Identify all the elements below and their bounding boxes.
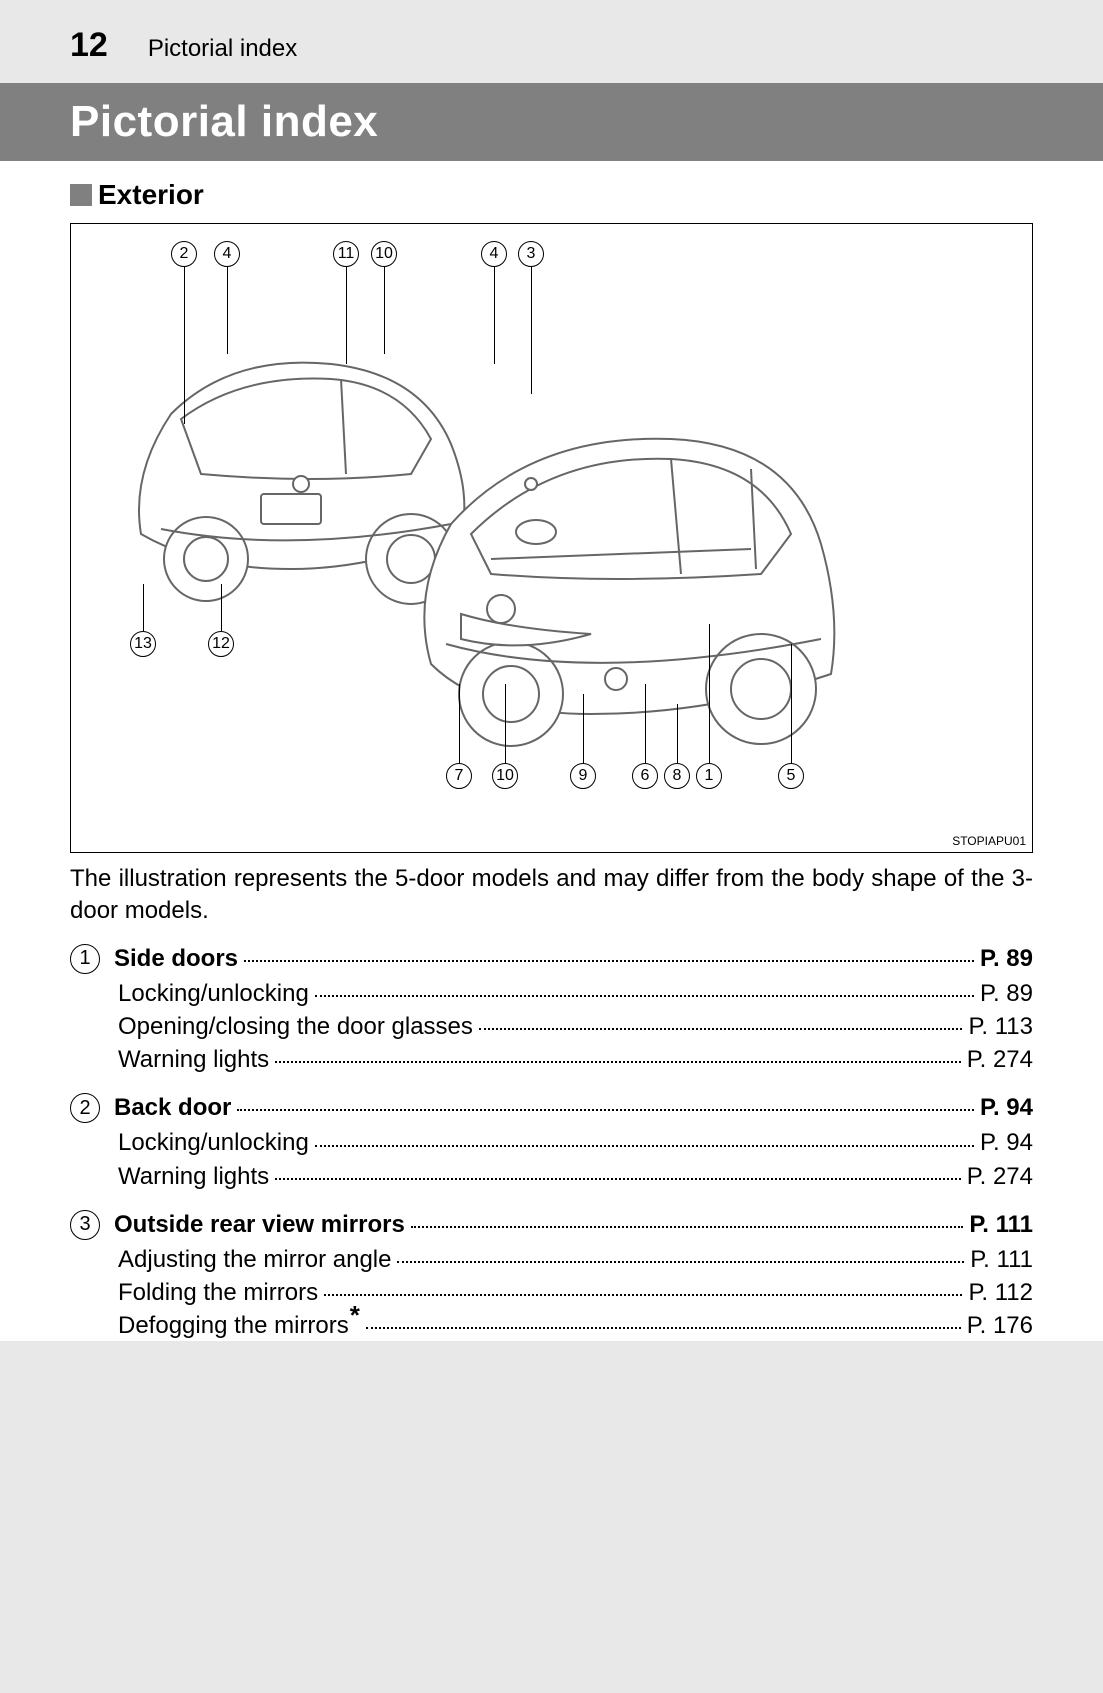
section-heading: Exterior bbox=[70, 179, 1033, 211]
index-subitem-label: Locking/unlocking bbox=[118, 1127, 309, 1158]
index-subitem-label: Adjusting the mirror angle bbox=[118, 1244, 391, 1275]
running-title: Pictorial index bbox=[148, 35, 297, 63]
index-item-title: Outside rear view mirrors bbox=[114, 1211, 405, 1239]
index-subitem-label: Locking/unlocking bbox=[118, 978, 309, 1009]
callout-leader bbox=[221, 584, 222, 631]
callout-leader bbox=[384, 267, 385, 354]
figure-caption: The illustration represents the 5-door m… bbox=[70, 863, 1033, 928]
callout-circle: 4 bbox=[214, 241, 240, 267]
leader-dots bbox=[315, 1145, 974, 1147]
index-item-title: Back door bbox=[114, 1094, 231, 1122]
index-subitem-label: Warning lights bbox=[118, 1161, 269, 1192]
callout-leader bbox=[791, 644, 792, 763]
callout-leader bbox=[143, 584, 144, 631]
index-item-title: Side doors bbox=[114, 945, 238, 973]
chapter-title-bar: Pictorial index bbox=[0, 83, 1103, 161]
section-label: Exterior bbox=[98, 179, 204, 211]
index-subitem: Opening/closing the door glasses P. 113 bbox=[118, 1011, 1033, 1042]
leader-dots bbox=[411, 1226, 964, 1228]
leader-dots bbox=[237, 1109, 974, 1111]
index-item: 3Outside rear view mirrorsP. 111Adjustin… bbox=[70, 1210, 1033, 1342]
callout-leader bbox=[505, 684, 506, 763]
index-subitem-page: P. 111 bbox=[970, 1244, 1033, 1275]
callout-leader bbox=[709, 624, 710, 763]
index-subitem-page: P. 94 bbox=[980, 1127, 1033, 1158]
index-subitem: Warning lights P. 274 bbox=[118, 1161, 1033, 1192]
callout-leader bbox=[459, 684, 460, 763]
index-number-circle: 2 bbox=[70, 1093, 100, 1123]
index-subitem-page: P. 113 bbox=[968, 1011, 1033, 1042]
callout-leader bbox=[583, 694, 584, 763]
index-subitem: Adjusting the mirror angle P. 111 bbox=[118, 1244, 1033, 1275]
index-item-page: P. 111 bbox=[969, 1211, 1033, 1239]
callout-leader bbox=[494, 267, 495, 364]
index-subitem: Locking/unlocking P. 89 bbox=[118, 978, 1033, 1009]
callout-circle: 10 bbox=[492, 763, 518, 789]
callout-circle: 13 bbox=[130, 631, 156, 657]
square-bullet-icon bbox=[70, 184, 92, 206]
index-list: 1Side doorsP. 89Locking/unlockingP. 89Op… bbox=[70, 944, 1033, 1342]
page-content: Exterior bbox=[0, 161, 1103, 1341]
leader-dots bbox=[275, 1178, 961, 1180]
index-number-circle: 3 bbox=[70, 1210, 100, 1240]
index-item-page: P. 89 bbox=[980, 945, 1033, 973]
index-subitem-label: Opening/closing the door glasses bbox=[118, 1011, 473, 1042]
page-header: 12 Pictorial index bbox=[0, 0, 1103, 83]
callout-circle: 3 bbox=[518, 241, 544, 267]
index-subitem: Defogging the mirrors* P. 176 bbox=[118, 1310, 1033, 1341]
index-subitem-page: P. 176 bbox=[967, 1310, 1033, 1341]
footnote-star-icon: * bbox=[350, 1300, 360, 1330]
index-subitem-label: Folding the mirrors bbox=[118, 1277, 318, 1308]
index-item-head: 2 Back door P. 94 bbox=[70, 1093, 1033, 1123]
leader-dots bbox=[244, 960, 974, 962]
index-item-head: 1 Side doors P. 89 bbox=[70, 944, 1033, 974]
callout-leader bbox=[645, 684, 646, 763]
figure-code: STOPIAPU01 bbox=[952, 834, 1026, 848]
index-subitem-page: P. 112 bbox=[968, 1277, 1033, 1308]
index-item-page: P. 94 bbox=[980, 1094, 1033, 1122]
callout-circle: 12 bbox=[208, 631, 234, 657]
index-subitem-page: P. 274 bbox=[967, 1161, 1033, 1192]
figure-box: STOPIAPU01 24111043131271096815 bbox=[70, 223, 1033, 853]
index-item-head: 3 Outside rear view mirrors P. 111 bbox=[70, 1210, 1033, 1240]
index-item: 2Back doorP. 94Locking/unlockingP. 94War… bbox=[70, 1093, 1033, 1191]
leader-dots bbox=[397, 1261, 964, 1263]
callout-leader bbox=[227, 267, 228, 354]
leader-dots bbox=[366, 1327, 961, 1329]
callout-leader bbox=[531, 267, 532, 394]
callout-circle: 2 bbox=[171, 241, 197, 267]
callout-circle: 5 bbox=[778, 763, 804, 789]
index-subitem-label: Warning lights bbox=[118, 1044, 269, 1075]
callout-circle: 9 bbox=[570, 763, 596, 789]
callout-circle: 6 bbox=[632, 763, 658, 789]
leader-dots bbox=[479, 1028, 963, 1030]
callout-circle: 8 bbox=[664, 763, 690, 789]
index-subitem: Locking/unlocking P. 94 bbox=[118, 1127, 1033, 1158]
callout-circle: 10 bbox=[371, 241, 397, 267]
callout-circle: 1 bbox=[696, 763, 722, 789]
callout-circle: 11 bbox=[333, 241, 359, 267]
index-subitem-page: P. 274 bbox=[967, 1044, 1033, 1075]
callout-circle: 4 bbox=[481, 241, 507, 267]
leader-dots bbox=[315, 995, 974, 997]
callout-leader bbox=[677, 704, 678, 763]
index-number-circle: 1 bbox=[70, 944, 100, 974]
leader-dots bbox=[275, 1061, 961, 1063]
page-number: 12 bbox=[70, 26, 108, 65]
index-item: 1Side doorsP. 89Locking/unlockingP. 89Op… bbox=[70, 944, 1033, 1076]
leader-dots bbox=[324, 1294, 962, 1296]
index-subitem: Folding the mirrors P. 112 bbox=[118, 1277, 1033, 1308]
index-subitem-label: Defogging the mirrors* bbox=[118, 1310, 360, 1341]
index-subitem: Warning lights P. 274 bbox=[118, 1044, 1033, 1075]
index-subitem-page: P. 89 bbox=[980, 978, 1033, 1009]
callout-circle: 7 bbox=[446, 763, 472, 789]
callout-leader bbox=[184, 267, 185, 424]
callout-leader bbox=[346, 267, 347, 364]
